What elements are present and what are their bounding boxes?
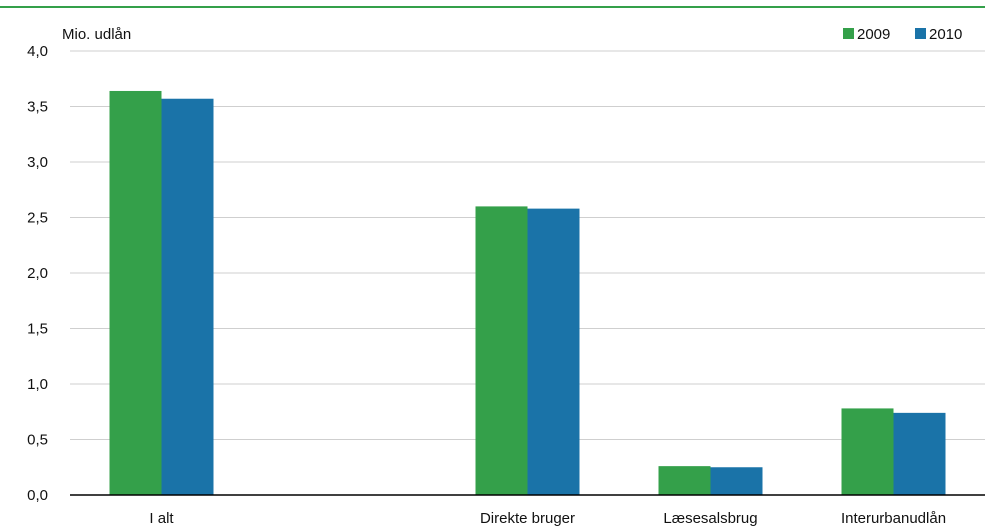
category-label: Læsesalsbrug [663, 510, 757, 527]
bar-2010 [893, 412, 946, 495]
bar-2009 [658, 466, 711, 495]
y-tick-label: 4,0 [27, 43, 48, 60]
legend-label: 2009 [857, 26, 890, 43]
y-tick-label: 1,0 [27, 376, 48, 393]
legend-swatch [843, 28, 854, 39]
y-tick-label: 3,5 [27, 99, 48, 116]
bar-2009 [109, 90, 162, 496]
legend-swatch [915, 28, 926, 39]
bar-2009 [841, 408, 894, 495]
y-tick-label: 1,5 [27, 321, 48, 338]
y-tick-label: 0,0 [27, 487, 48, 504]
bar-2010 [710, 467, 763, 495]
legend: 2009 2010 [843, 26, 962, 43]
y-tick-label: 2,0 [27, 265, 48, 282]
bar-2009 [475, 206, 528, 495]
category-label: Direkte bruger [480, 510, 575, 527]
category-label: I alt [149, 510, 174, 527]
y-tick-labels: 0,0 0,5 1,0 1,5 2,0 2,5 3,0 3,5 4,0 [27, 43, 48, 504]
legend-label: 2010 [929, 26, 962, 43]
category-labels: I alt Direkte bruger Læsesalsbrug Interurba… [149, 510, 946, 527]
y-axis-label: Mio. udlån [62, 26, 131, 43]
y-tick-label: 2,5 [27, 210, 48, 227]
y-tick-label: 3,0 [27, 154, 48, 171]
bars [109, 90, 946, 496]
bar-2010 [527, 208, 580, 495]
bar-2010 [161, 98, 214, 495]
y-tick-label: 0,5 [27, 432, 48, 449]
category-label: Interurbanudlån [841, 510, 946, 527]
